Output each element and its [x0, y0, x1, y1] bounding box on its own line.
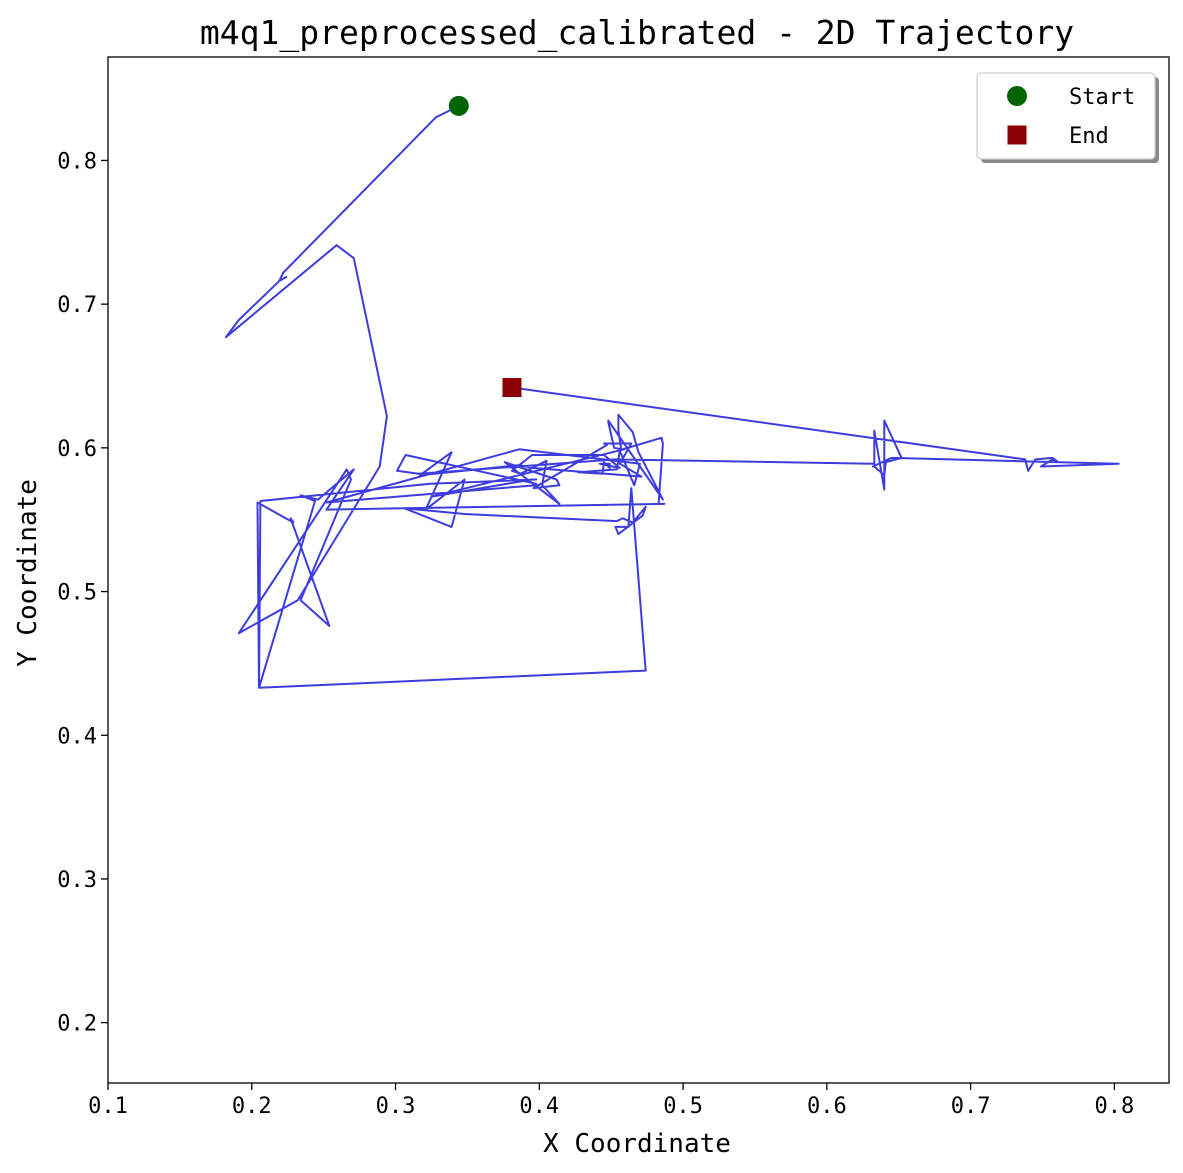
plot-area	[107, 56, 1170, 1084]
x-tick-label: 0.6	[807, 1094, 847, 1119]
y-tick-label: 0.7	[57, 293, 97, 318]
legend-label: End	[1069, 124, 1109, 149]
x-tick-label: 0.4	[519, 1094, 559, 1119]
start-marker	[448, 95, 469, 116]
y-axis: 0.2 0.3 0.4 0.5 0.6 0.7 0.8	[57, 149, 108, 1037]
y-tick-label: 0.6	[57, 437, 97, 462]
y-tick-label: 0.8	[57, 149, 97, 174]
y-axis-label: Y Coordinate	[13, 479, 43, 667]
y-tick-label: 0.2	[57, 1012, 97, 1037]
x-tick-label: 0.5	[663, 1094, 703, 1119]
x-axis: 0.1 0.2 0.3 0.4 0.5 0.6 0.7 0.8	[88, 1083, 1134, 1119]
y-tick-label: 0.3	[57, 868, 97, 893]
plot-frame	[107, 56, 1170, 1084]
x-tick-label: 0.8	[1094, 1094, 1134, 1119]
chart-title: m4q1_preprocessed_calibrated - 2D Trajec…	[200, 13, 1074, 53]
legend-end-swatch	[1007, 125, 1027, 145]
end-marker	[502, 378, 522, 398]
x-tick-label: 0.1	[88, 1094, 128, 1119]
y-tick-label: 0.5	[57, 581, 97, 606]
x-axis-label: X Coordinate	[543, 1129, 731, 1159]
legend-start-swatch	[1007, 86, 1027, 106]
y-tick-label: 0.4	[57, 724, 97, 749]
trajectory-line	[224, 105, 1120, 689]
legend: Start End	[976, 72, 1159, 163]
x-tick-label: 0.2	[232, 1094, 272, 1119]
x-tick-label: 0.7	[951, 1094, 991, 1119]
x-tick-label: 0.3	[376, 1094, 416, 1119]
legend-label: Start	[1069, 85, 1135, 110]
